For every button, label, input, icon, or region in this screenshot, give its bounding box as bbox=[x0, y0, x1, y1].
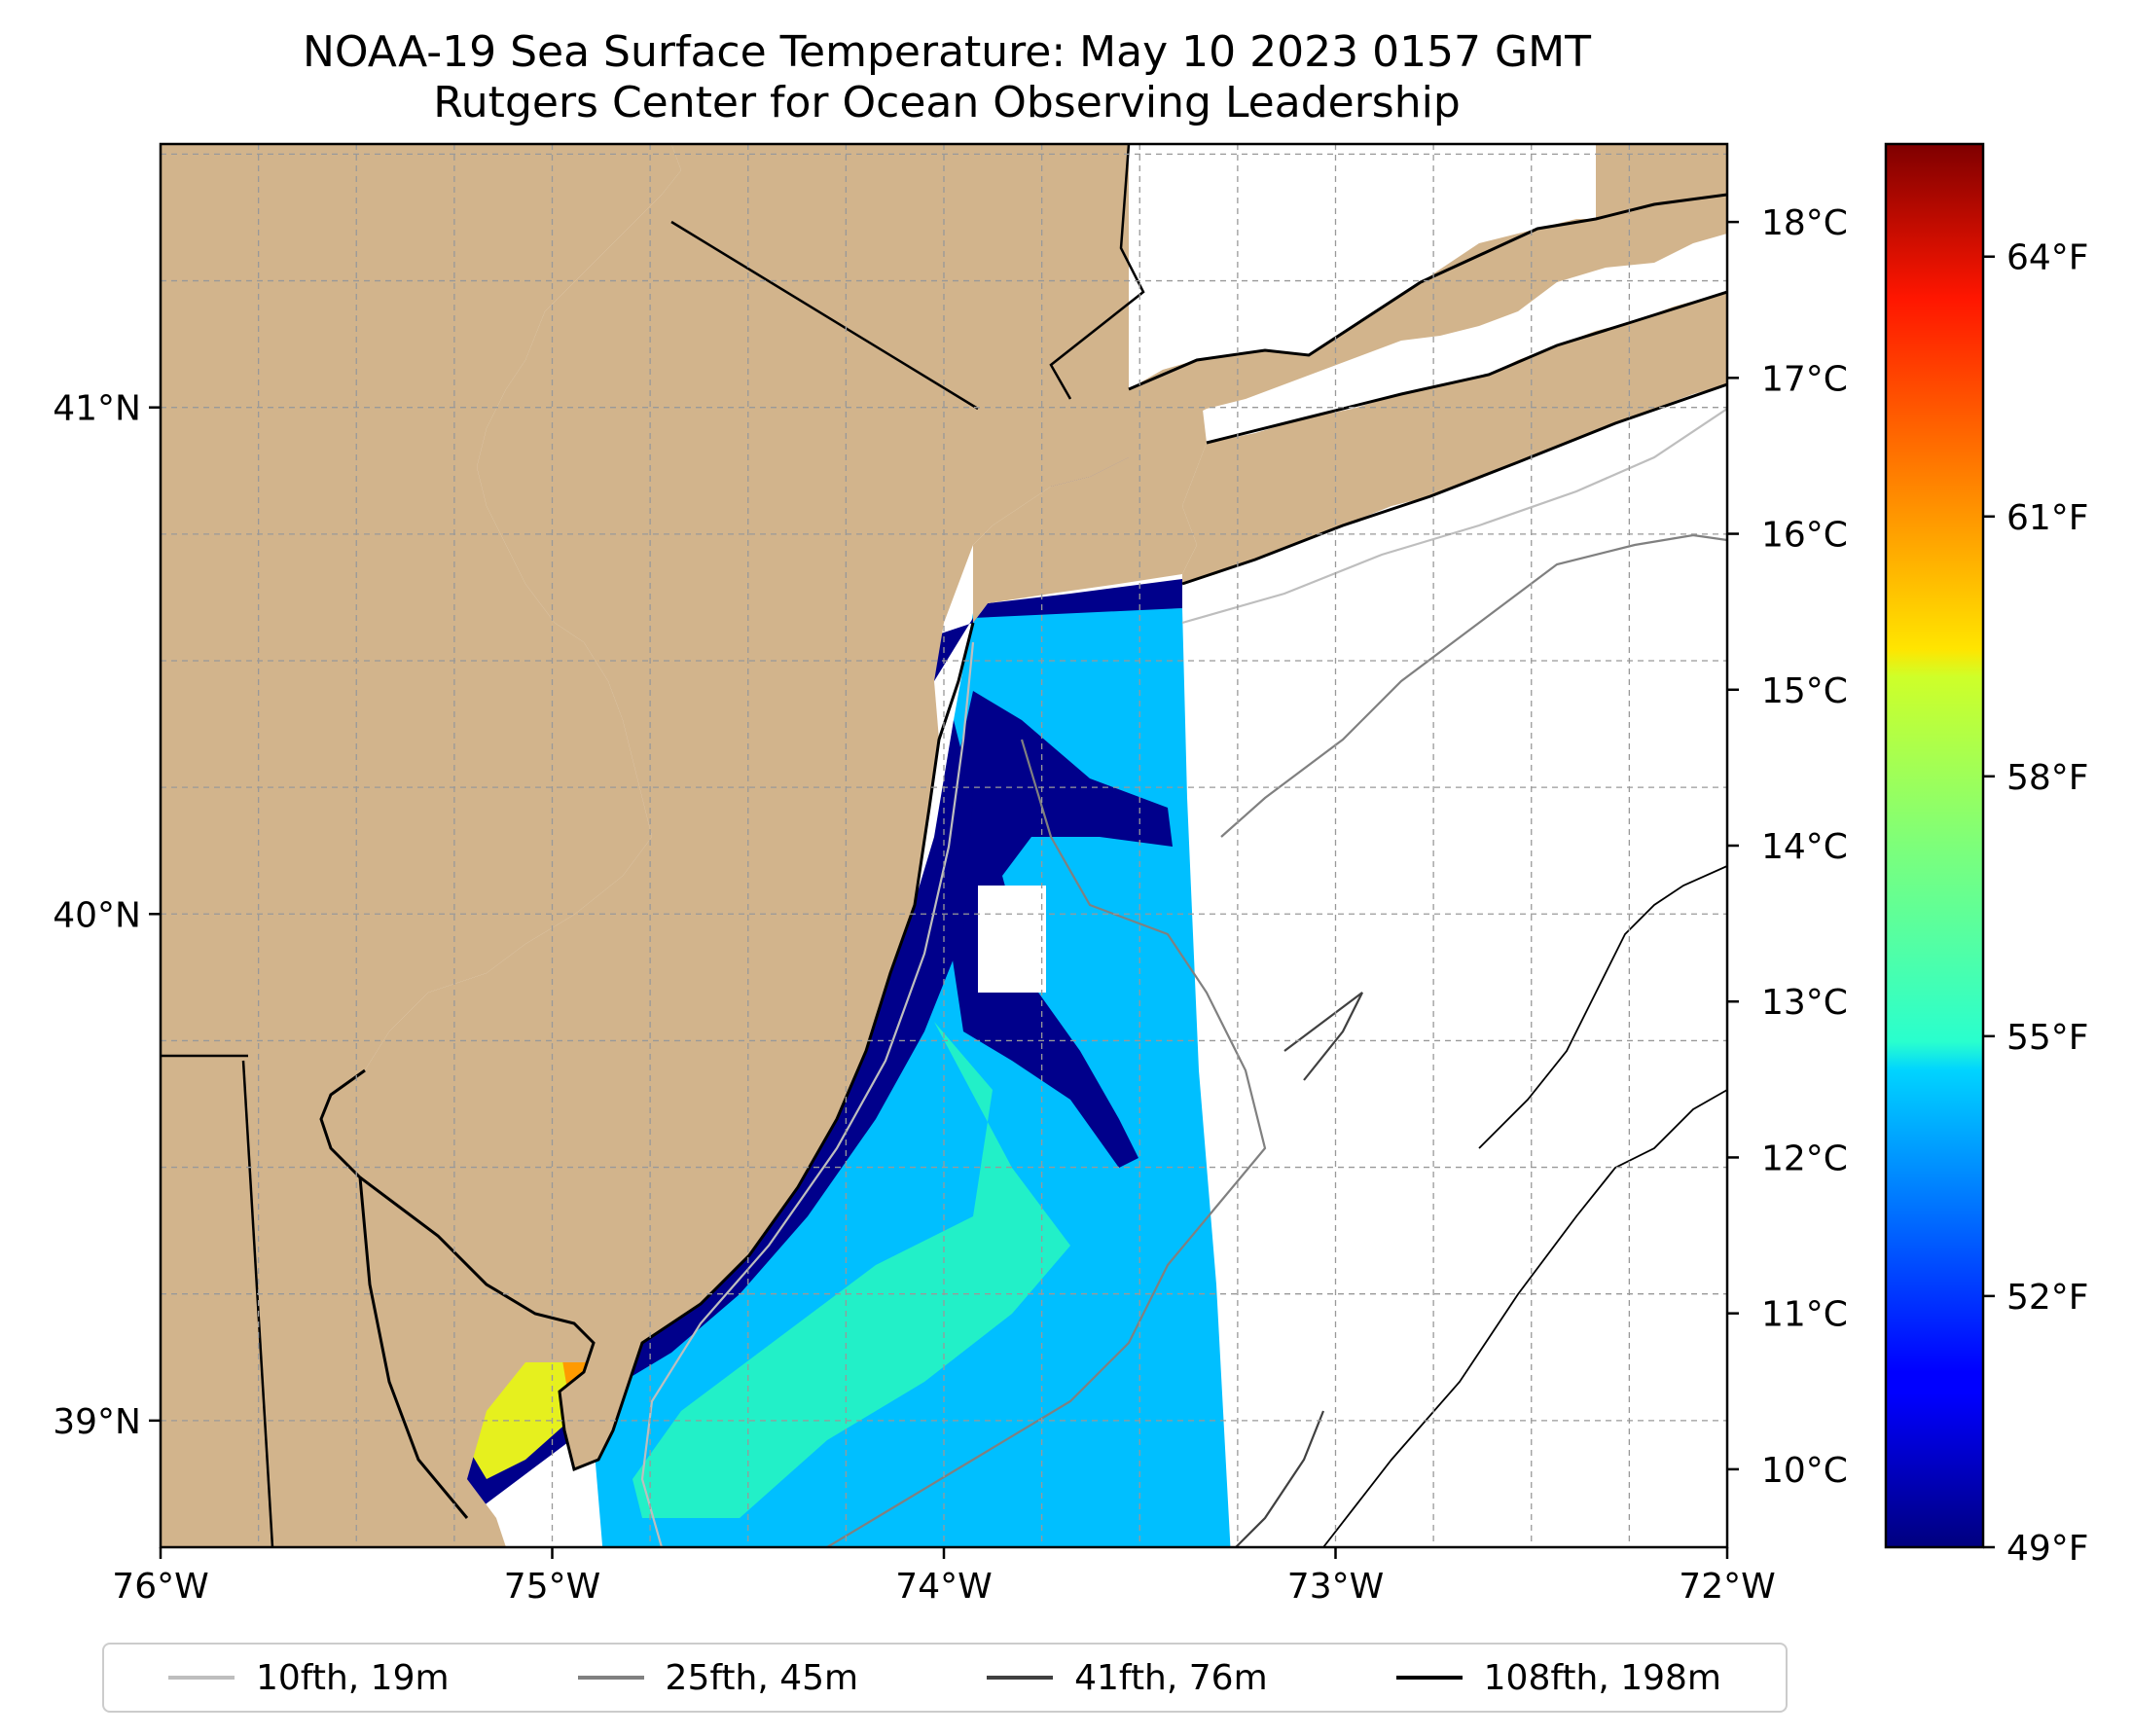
contour-41fth-b bbox=[1235, 1410, 1325, 1547]
land bbox=[161, 144, 1727, 1547]
gridlines bbox=[161, 144, 1727, 1547]
coastline-ny-sound bbox=[1128, 193, 1727, 391]
legend-label: 10fth, 19m bbox=[256, 1657, 450, 1698]
legend-item: 10fth, 19m bbox=[168, 1658, 450, 1698]
celsius-tick-label: 12°C bbox=[1761, 1139, 1848, 1178]
y-tick-label: 40°N bbox=[53, 895, 141, 935]
colorbar-gradient bbox=[1884, 142, 1985, 1549]
fahrenheit-tick-label: 49°F bbox=[2006, 1529, 2089, 1569]
sst-cold-band bbox=[949, 691, 1173, 1168]
legend-label: 108fth, 198m bbox=[1483, 1657, 1721, 1698]
land-long-island bbox=[1182, 292, 1727, 584]
contour-108fth bbox=[1322, 1089, 1727, 1547]
bathymetry-contours bbox=[640, 408, 1727, 1547]
fahrenheit-tick-label: 61°F bbox=[2006, 498, 2089, 538]
x-tick-label: 73°W bbox=[1287, 1567, 1384, 1607]
y-axis: 39°N 40°N 41°N bbox=[53, 389, 161, 1442]
coastline-delmarva bbox=[358, 1176, 469, 1519]
sst-swath bbox=[584, 608, 1231, 1547]
legend-line-swatch bbox=[168, 1676, 235, 1680]
fahrenheit-tick-label: 58°F bbox=[2006, 758, 2089, 798]
legend: 10fth, 19m 25fth, 45m 41fth, 76m 108fth, 19… bbox=[102, 1643, 1788, 1713]
colorbar: 10°C 11°C 12°C 13°C 14°C 15°C 16°C 17°C 18°C 49°… bbox=[1727, 142, 2089, 1569]
sst-mild-patch bbox=[632, 1022, 1070, 1518]
land-delmarva bbox=[161, 997, 496, 1547]
legend-line-swatch bbox=[1395, 1676, 1463, 1680]
chart-subtitle: Rutgers Center for Ocean Observing Leade… bbox=[433, 78, 1461, 127]
contour-10fth-li bbox=[1181, 408, 1727, 625]
legend-label: 41fth, 76m bbox=[1074, 1657, 1268, 1698]
celsius-tick-label: 13°C bbox=[1761, 983, 1848, 1023]
x-tick-label: 76°W bbox=[112, 1567, 208, 1607]
coastline-long-island-south bbox=[1181, 382, 1727, 586]
legend-item: 25fth, 45m bbox=[577, 1657, 859, 1698]
celsius-tick-label: 10°C bbox=[1761, 1451, 1848, 1491]
celsius-tick-label: 16°C bbox=[1761, 516, 1848, 556]
legend-item: 41fth, 76m bbox=[987, 1658, 1268, 1698]
celsius-tick-label: 14°C bbox=[1761, 827, 1848, 867]
chart-title: NOAA-19 Sea Surface Temperature: May 10 … bbox=[303, 27, 1591, 77]
contour-41fth bbox=[1283, 992, 1363, 1081]
land-mainland bbox=[161, 144, 1727, 1469]
legend-line-swatch bbox=[577, 1676, 644, 1680]
celsius-tick-label: 18°C bbox=[1761, 203, 1848, 243]
sst-nearshore-cold bbox=[608, 720, 973, 1382]
coastline-nj bbox=[319, 622, 975, 1472]
fahrenheit-tick-label: 52°F bbox=[2006, 1278, 2089, 1318]
border-nj-ny bbox=[670, 220, 979, 411]
colorbar-fahrenheit-axis: 49°F 52°F 55°F 58°F 61°F 64°F bbox=[1983, 238, 2089, 1569]
fahrenheit-tick-label: 55°F bbox=[2006, 1018, 2089, 1058]
celsius-tick-label: 11°C bbox=[1761, 1295, 1848, 1335]
coastline bbox=[319, 193, 1727, 1519]
border-ny-ct bbox=[1049, 144, 1145, 400]
contour-25fth-shelf bbox=[1220, 533, 1727, 838]
sst-cloud-gap bbox=[978, 886, 1046, 993]
legend-label: 25fth, 45m bbox=[665, 1657, 859, 1698]
contour-10fth bbox=[640, 641, 975, 1547]
land-nyc bbox=[973, 360, 1207, 623]
x-tick-label: 74°W bbox=[895, 1567, 992, 1607]
colorbar-celsius-axis: 10°C 11°C 12°C 13°C 14°C 15°C 16°C 17°C 18°C bbox=[1727, 203, 1848, 1491]
celsius-tick-label: 17°C bbox=[1761, 359, 1848, 399]
y-tick-label: 39°N bbox=[53, 1402, 141, 1442]
contour-25fth bbox=[826, 739, 1267, 1547]
celsius-tick-label: 15°C bbox=[1761, 671, 1848, 711]
contour-108fth-canyon bbox=[1478, 865, 1727, 1149]
legend-line-swatch bbox=[987, 1676, 1054, 1680]
fahrenheit-tick-label: 64°F bbox=[2006, 238, 2089, 278]
coastline-long-island bbox=[1206, 290, 1727, 445]
y-tick-label: 41°N bbox=[53, 389, 141, 429]
legend-item: 108fth, 198m bbox=[1395, 1657, 1721, 1698]
x-tick-label: 72°W bbox=[1679, 1567, 1775, 1607]
x-tick-label: 75°W bbox=[504, 1567, 600, 1607]
state-borders bbox=[161, 144, 1145, 1547]
x-axis: 76°W 75°W 74°W 73°W 72°W bbox=[112, 1547, 1776, 1607]
